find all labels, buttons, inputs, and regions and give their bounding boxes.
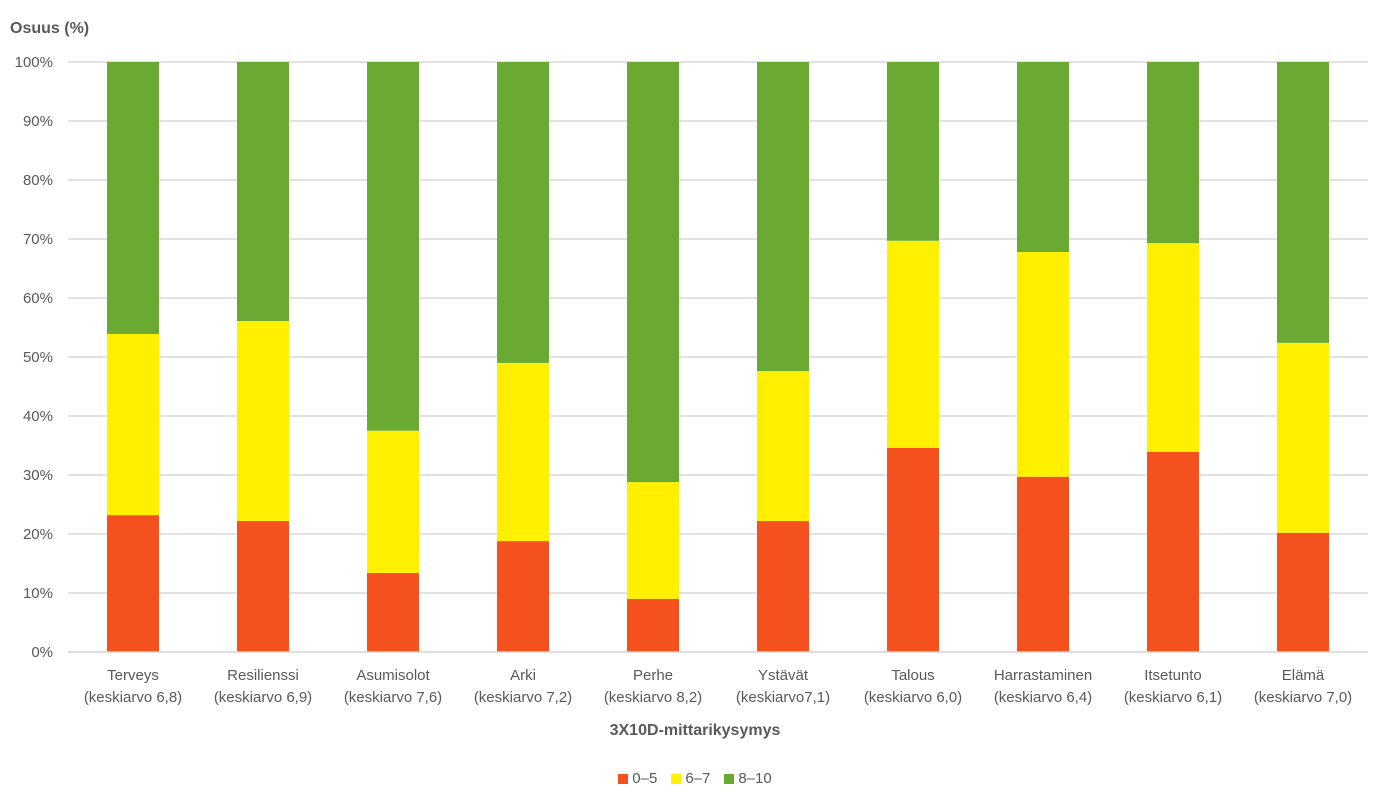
x-tick-label: Itsetunto [1144,667,1202,684]
legend-item-8-10: 8–10 [724,770,772,787]
x-tick-label: Harrastaminen [994,667,1092,684]
bar-segment-0-5-ystävät [757,521,809,652]
x-tick-sublabel: (keskiarvo 6,0) [864,689,962,706]
legend-label: 6–7 [685,770,711,787]
bar-segment-0-5-harrastaminen [1017,476,1069,652]
legend-label: 8–10 [738,770,772,787]
bar-segment-8-10-elämä [1277,62,1329,343]
x-tick-sublabel: (keskiarvo7,1) [736,689,830,706]
y-tick-label: 90% [23,113,53,130]
x-tick-label: Ystävät [758,667,809,684]
x-tick-label: Perhe [633,667,673,684]
bar-segment-8-10-terveys [107,62,159,334]
y-tick-label: 50% [23,349,53,366]
legend-item-0-5: 0–5 [618,770,657,787]
x-tick-label: Terveys [107,667,159,684]
bar-segment-6-7-arki [497,362,549,542]
bar-segment-8-10-harrastaminen [1017,62,1069,252]
bar-segment-0-5-perhe [627,598,679,652]
x-tick-label: Resilienssi [227,667,299,684]
bar-segment-6-7-perhe [627,482,679,599]
y-tick-label: 10% [23,585,53,602]
bar-segment-8-10-itsetunto [1147,62,1199,244]
bar-segment-6-7-itsetunto [1147,243,1199,452]
y-tick-label: 0% [31,644,53,661]
bar-segment-6-7-harrastaminen [1017,251,1069,477]
bar-segment-8-10-talous [887,62,939,241]
legend-swatch [671,773,682,784]
bar-segment-6-7-resilienssi [237,321,289,522]
x-tick-label: Talous [891,667,934,684]
x-tick-sublabel: (keskiarvo 7,0) [1254,689,1352,706]
bar-segment-0-5-talous [887,447,939,652]
legend-swatch [618,773,629,784]
y-axis-title: Osuus (%) [10,20,90,37]
bar-segment-8-10-perhe [627,62,679,483]
x-axis-title: 3X10D-mittarikysymys [609,722,781,739]
legend-label: 0–5 [632,770,658,787]
x-tick-sublabel: (keskiarvo 6,1) [1124,689,1222,706]
x-tick-sublabel: (keskiarvo 7,2) [474,689,572,706]
bar-segment-8-10-resilienssi [237,62,289,322]
x-tick-sublabel: (keskiarvo 6,4) [994,689,1092,706]
bar-segment-0-5-resilienssi [237,521,289,652]
x-tick-sublabel: (keskiarvo 7,6) [344,689,442,706]
legend: 0–5 6–7 8–10 [0,770,1390,787]
bar-segment-8-10-asumisolot [367,62,419,431]
legend-item-6-7: 6–7 [671,770,710,787]
bar-segment-6-7-terveys [107,333,159,516]
bar-segment-0-5-elämä [1277,532,1329,652]
x-tick-label: Asumisolot [356,667,430,684]
bar-segment-0-5-arki [497,541,549,652]
bar-segment-8-10-arki [497,62,549,363]
y-tick-label: 100% [15,54,53,71]
y-tick-label: 80% [23,172,53,189]
x-tick-sublabel: (keskiarvo 6,8) [84,689,182,706]
bar-segment-6-7-talous [887,240,939,448]
y-tick-label: 60% [23,290,53,307]
legend-swatch [724,773,735,784]
y-tick-label: 20% [23,526,53,543]
bar-segment-0-5-terveys [107,515,159,652]
y-tick-label: 40% [23,408,53,425]
bar-segment-0-5-asumisolot [367,572,419,652]
bar-segment-6-7-elämä [1277,342,1329,533]
bar-segment-8-10-ystävät [757,62,809,372]
x-tick-sublabel: (keskiarvo 8,2) [604,689,702,706]
x-tick-sublabel: (keskiarvo 6,9) [214,689,312,706]
x-tick-label: Elämä [1282,667,1325,684]
y-tick-label: 70% [23,231,53,248]
x-tick-label: Arki [510,667,536,684]
bar-segment-6-7-ystävät [757,371,809,522]
bar-segment-0-5-itsetunto [1147,451,1199,652]
bar-segment-6-7-asumisolot [367,430,419,573]
y-tick-label: 30% [23,467,53,484]
